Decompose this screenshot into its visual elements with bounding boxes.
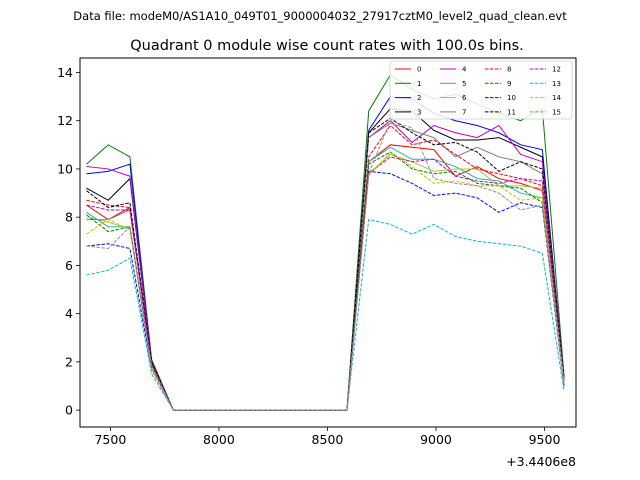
series-layer [86, 74, 565, 411]
series-line-12 [86, 156, 565, 411]
y-tick-label: 0 [65, 403, 73, 418]
legend-label-4: 4 [462, 66, 467, 74]
legend-label-0: 0 [417, 66, 421, 74]
x-tick-label: 8500 [312, 432, 344, 447]
x-tick-label: 8000 [203, 432, 235, 447]
y-tick-label: 12 [57, 113, 73, 128]
legend-label-6: 6 [462, 94, 467, 102]
x-offset-label: +3.4406e8 [506, 454, 576, 469]
legend-box [389, 60, 573, 120]
legend-label-12: 12 [552, 66, 561, 74]
series-line-15 [86, 120, 565, 411]
legend-label-9: 9 [507, 80, 511, 88]
plot-frame [79, 57, 577, 428]
x-tick-label: 7500 [94, 432, 126, 447]
legend-label-15: 15 [552, 108, 561, 116]
y-tick-label: 4 [65, 306, 73, 321]
x-tick-label: 9000 [420, 432, 452, 447]
y-tick-label: 6 [65, 258, 73, 273]
legend-label-2: 2 [417, 94, 421, 102]
y-axis: 0 2 4 6 8 10 12 14 [57, 65, 80, 418]
y-tick-label: 8 [65, 210, 73, 225]
legend-label-10: 10 [507, 94, 516, 102]
legend-label-14: 14 [552, 94, 561, 102]
legend-label-8: 8 [507, 66, 511, 74]
y-tick-label: 2 [65, 354, 73, 369]
legend-label-13: 13 [552, 80, 561, 88]
legend-label-5: 5 [462, 80, 466, 88]
y-tick-label: 10 [57, 161, 73, 176]
legend-label-7: 7 [462, 108, 466, 116]
x-axis: 7500 8000 8500 9000 9500 [94, 427, 560, 447]
series-line-13 [86, 218, 565, 411]
chart-title: Quadrant 0 module wise count rates with … [130, 38, 524, 54]
x-tick-label: 9500 [529, 432, 561, 447]
y-tick-label: 14 [57, 65, 73, 80]
legend-label-3: 3 [417, 108, 421, 116]
legend-label-1: 1 [417, 80, 421, 88]
legend-label-11: 11 [507, 108, 516, 116]
chart-suptitle: Data file: modeM0/AS1A10_049T01_90000040… [73, 9, 567, 23]
